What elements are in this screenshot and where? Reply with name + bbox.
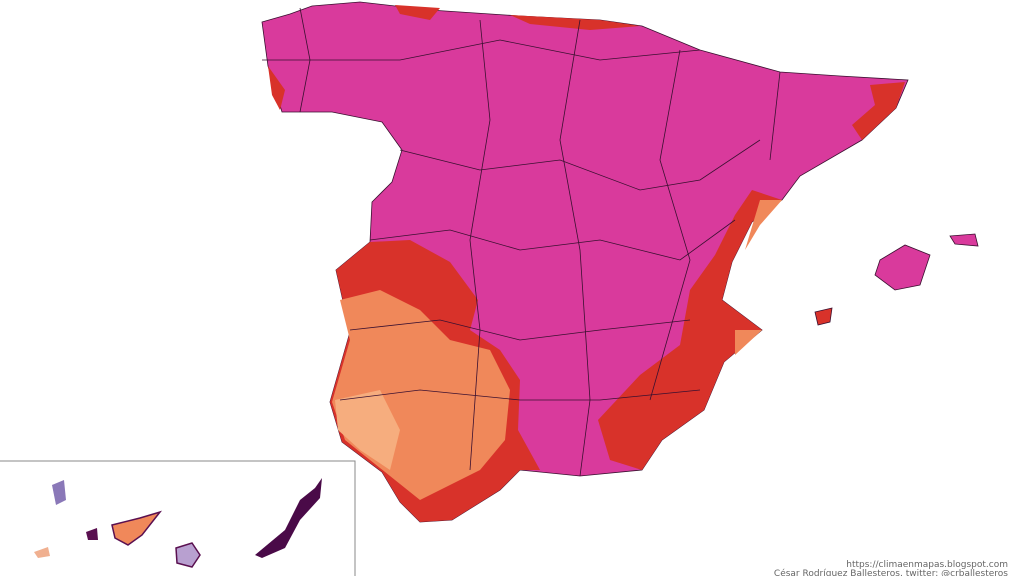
province-border xyxy=(649,49,691,401)
province-border xyxy=(262,39,701,61)
menorca xyxy=(949,233,979,247)
province-border xyxy=(339,389,701,401)
credit-url: https://climaenmapas.blogspot.com xyxy=(846,560,1008,570)
canary-island xyxy=(86,528,98,540)
mallorca xyxy=(874,244,931,291)
northeast-red xyxy=(852,82,905,140)
province-border xyxy=(469,19,491,471)
inset-frame xyxy=(0,460,356,576)
east-coast-orange xyxy=(735,200,782,355)
canary-island xyxy=(255,478,322,558)
province-border xyxy=(399,139,761,191)
credit-author: César Rodríguez Ballesteros. twitter: @c… xyxy=(774,568,1008,576)
ibiza xyxy=(814,307,833,326)
province-border xyxy=(349,319,691,341)
province-border xyxy=(369,219,736,261)
hot-zone-light xyxy=(335,390,400,470)
canary-island xyxy=(111,510,163,546)
province-border xyxy=(559,19,591,477)
province-border xyxy=(769,71,781,161)
canary-island xyxy=(175,542,201,568)
east-coast-red xyxy=(598,190,782,470)
canary-island xyxy=(34,547,50,558)
canary-island xyxy=(52,480,66,505)
